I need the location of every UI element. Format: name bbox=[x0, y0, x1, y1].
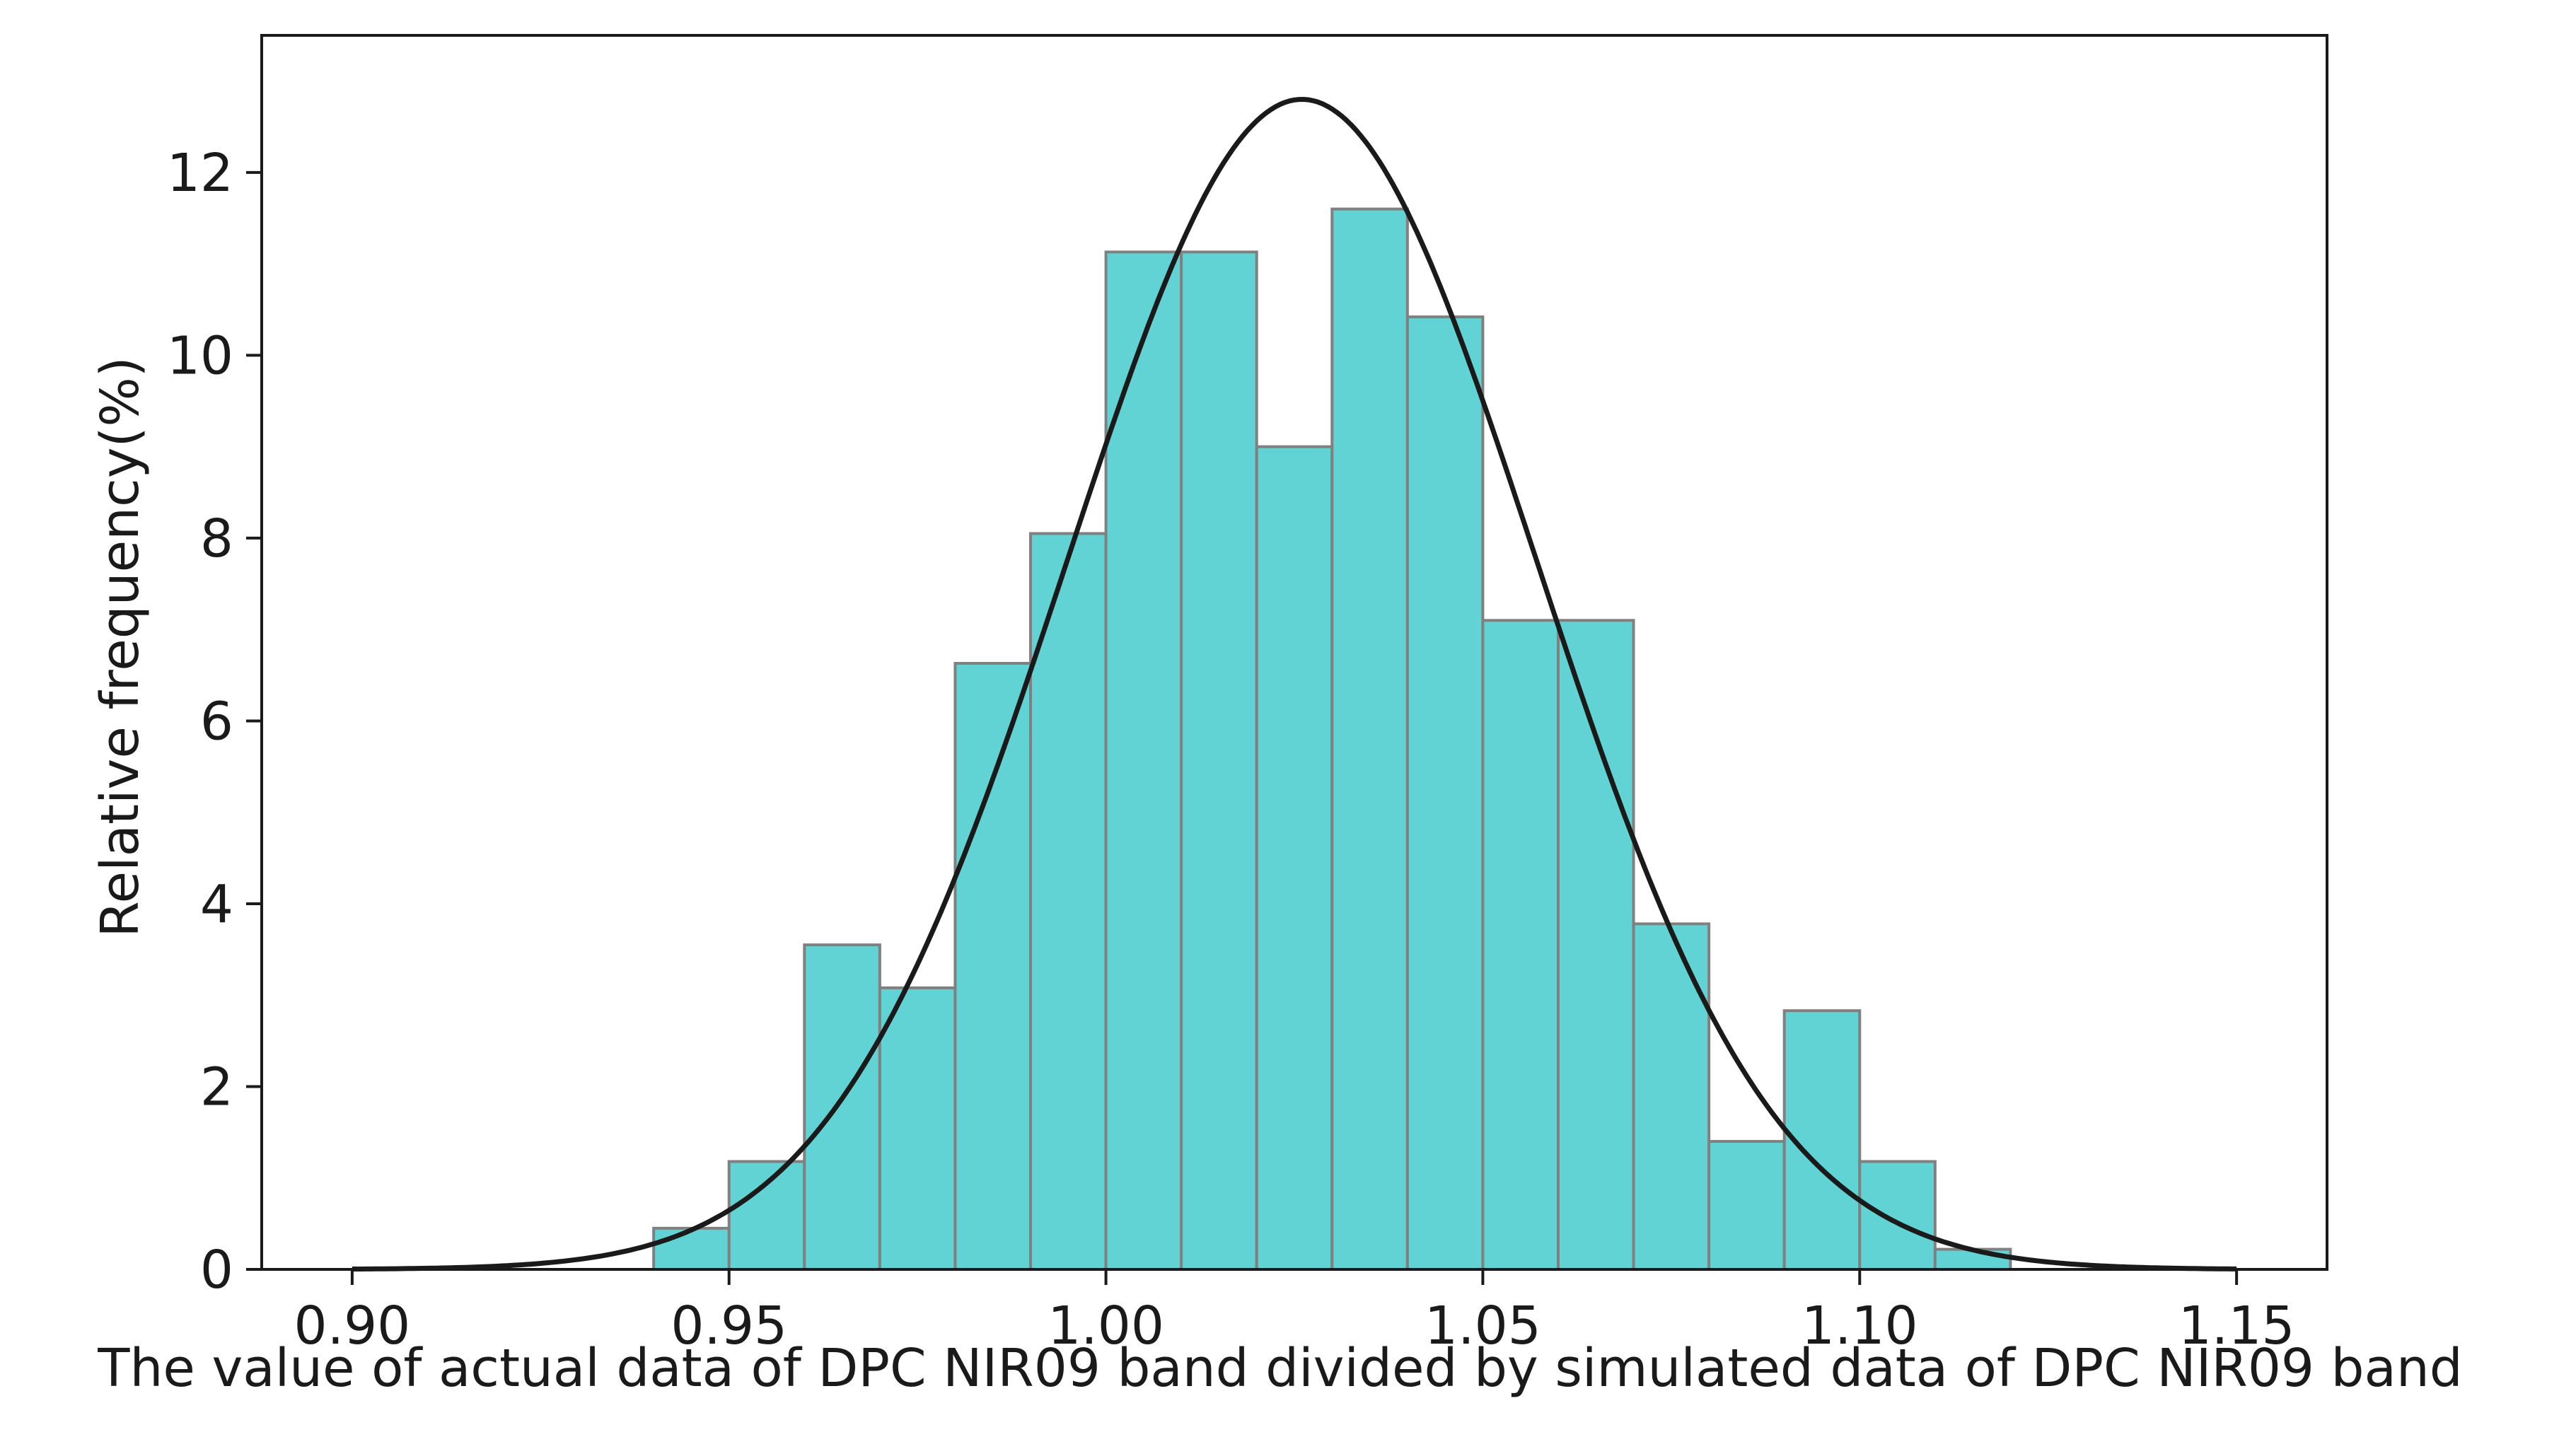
x-axis-label: The value of actual data of DPC NIR09 ba… bbox=[97, 1338, 2462, 1399]
histogram-bar bbox=[803, 943, 881, 1271]
x-axis-ticks: 0.90 0.95 1.00 1.05 1.10 1.15 bbox=[294, 1269, 2295, 1356]
histogram-bar bbox=[1405, 315, 1485, 1271]
x-tick-label: 0.90 bbox=[294, 1296, 411, 1356]
y-tick-label: 8 bbox=[200, 508, 233, 569]
y-tick-label: 10 bbox=[167, 325, 233, 386]
histogram-bar bbox=[1255, 445, 1334, 1271]
histogram-bar bbox=[1029, 532, 1108, 1271]
histogram-bar bbox=[1707, 1140, 1786, 1271]
x-tick-label: 0.95 bbox=[671, 1296, 787, 1356]
y-axis-ticks: 0 2 4 6 8 10 12 bbox=[167, 143, 262, 1300]
histogram-bar bbox=[1104, 250, 1183, 1271]
histogram-bar bbox=[953, 662, 1033, 1271]
y-tick-label: 12 bbox=[167, 143, 233, 204]
histogram-bar bbox=[878, 986, 957, 1271]
histogram-bars bbox=[652, 207, 2012, 1271]
histogram-bar bbox=[1481, 619, 1560, 1271]
y-tick-label: 2 bbox=[200, 1057, 233, 1117]
histogram-bar bbox=[1632, 922, 1711, 1271]
histogram-bar bbox=[1330, 207, 1409, 1271]
histogram-bar bbox=[652, 1226, 731, 1271]
y-tick-label: 0 bbox=[200, 1240, 233, 1300]
y-tick-label: 6 bbox=[200, 691, 233, 752]
histogram-bar bbox=[1858, 1160, 1937, 1271]
x-tick-label: 1.10 bbox=[1802, 1296, 1918, 1356]
histogram-bar bbox=[727, 1160, 806, 1271]
normal-fit-curve bbox=[352, 97, 2237, 1271]
plot-frame bbox=[260, 34, 2328, 1271]
histogram-bar bbox=[1556, 619, 1635, 1271]
x-tick-label: 1.00 bbox=[1048, 1296, 1164, 1356]
histogram-bar bbox=[1180, 250, 1258, 1271]
x-tick-label: 1.05 bbox=[1425, 1296, 1541, 1356]
y-axis-label: Relative frequency(%) bbox=[90, 356, 151, 937]
y-tick-label: 4 bbox=[200, 874, 233, 935]
x-tick-label: 1.15 bbox=[2178, 1296, 2295, 1356]
